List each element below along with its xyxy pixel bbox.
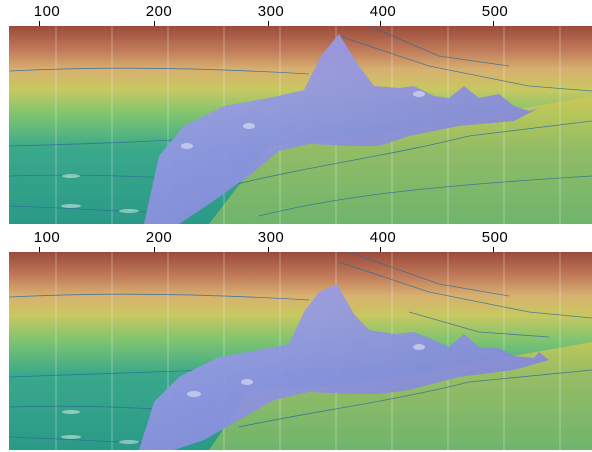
tick-label-500: 500 [481,229,509,246]
tick-label-500: 500 [481,3,509,20]
tick-mark-100 [39,247,40,252]
tick-mark-300 [268,21,269,26]
tick-mark-200 [154,247,155,252]
tick-mark-400 [380,247,381,252]
tick-mark-500 [493,21,494,26]
tick-mark-400 [380,21,381,26]
tick-label-400: 400 [369,229,397,246]
tick-label-100: 100 [33,229,61,246]
tick-label-100: 100 [33,3,61,20]
tick-mark-300 [268,247,269,252]
seismic-section-top [9,26,592,224]
seismic-section-bottom [9,252,592,450]
panel-bottom: 100 200 300 400 500 [0,226,592,452]
seismic-image-top [9,26,592,224]
x-axis-bottom: 100 200 300 400 500 [0,226,592,252]
tick-label-200: 200 [145,229,173,246]
tick-label-300: 300 [257,3,285,20]
x-axis-top: 100 200 300 400 500 [0,0,592,26]
tick-label-200: 200 [145,3,173,20]
panel-top: 100 200 300 400 500 [0,0,592,224]
salt-body-top [144,34,539,224]
tick-label-300: 300 [257,229,285,246]
tick-mark-200 [154,21,155,26]
seismic-image-bottom [9,252,592,450]
tick-label-400: 400 [369,3,397,20]
tick-mark-100 [39,21,40,26]
salt-body-bottom [139,284,549,450]
tick-mark-500 [493,247,494,252]
